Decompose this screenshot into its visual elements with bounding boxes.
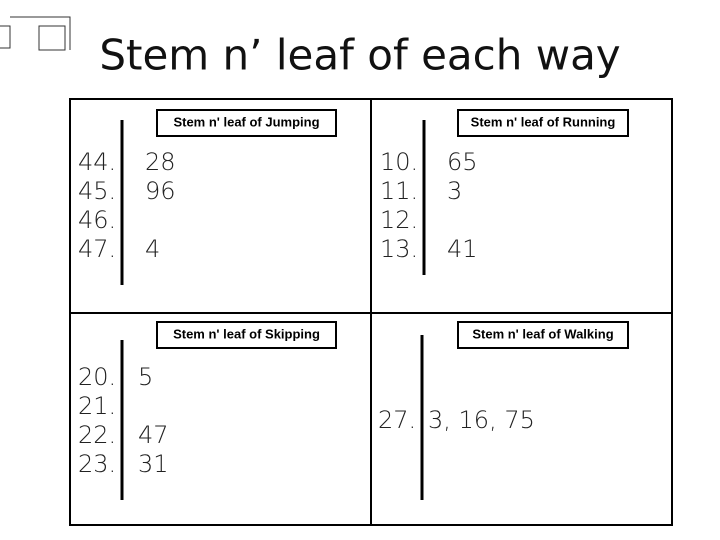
stem: 27. (378, 406, 416, 434)
label-box (457, 109, 629, 137)
stem: 13. (380, 235, 418, 263)
stem: 12. (380, 206, 418, 234)
decoration (38, 25, 66, 51)
leaf: 65 (447, 148, 478, 176)
leaf: 5 (138, 363, 153, 391)
decoration (0, 25, 11, 49)
leaf: 31 (138, 450, 169, 478)
leaf: 96 (145, 177, 176, 205)
panel-label: Stem n' leaf of Skipping (173, 326, 320, 341)
leaf: 3 (447, 177, 462, 205)
panel-label: Stem n' leaf of Jumping (173, 114, 319, 129)
decoration (10, 16, 71, 50)
leaf: 4 (145, 235, 160, 263)
stem: 22. (78, 421, 116, 449)
panel-label: Stem n' leaf of Walking (472, 326, 613, 341)
leaf: 28 (145, 148, 176, 176)
stem: 47. (78, 235, 116, 263)
panel-label: Stem n' leaf of Running (471, 114, 616, 129)
label-box (457, 321, 629, 349)
leaf: 41 (447, 235, 478, 263)
leaf: 47 (138, 421, 169, 449)
stem: 45. (78, 177, 116, 205)
stem: 10. (380, 148, 418, 176)
label-box (156, 321, 337, 349)
label-box (156, 109, 337, 137)
stem: 23. (78, 450, 116, 478)
stem: 21. (78, 392, 116, 420)
stem: 44. (78, 148, 116, 176)
stem: 20. (78, 363, 116, 391)
title: Stem n’ leaf of each way (99, 31, 620, 80)
leaf: 3, 16, 75 (428, 406, 535, 434)
stem: 46. (78, 206, 116, 234)
stem: 11. (380, 177, 418, 205)
